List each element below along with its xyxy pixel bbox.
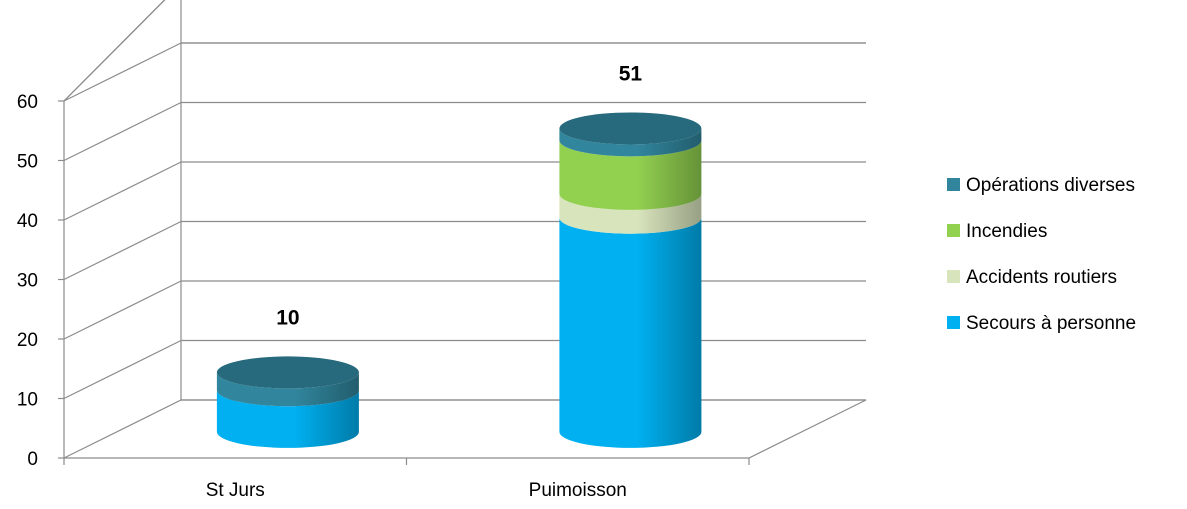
x-tick-label: Puimoisson — [529, 480, 627, 501]
x-tick-label: St Jurs — [206, 480, 265, 501]
bar-stack — [559, 112, 702, 448]
gridline-diagonal — [63, 161, 182, 221]
plot-area — [216, 112, 702, 448]
gridline-diagonal — [63, 339, 182, 400]
y-tick-label: 60 — [17, 92, 38, 113]
bar-segment — [559, 193, 702, 234]
y-tick-label: 0 — [27, 449, 38, 470]
legend: Opérations diverses Incendies Accidents ro… — [947, 175, 1136, 334]
gridline-diagonal — [63, 101, 182, 162]
legend-swatch — [947, 178, 960, 191]
data-label-total: 51 — [619, 62, 643, 85]
data-label-total: 10 — [276, 306, 299, 329]
bar-segment — [216, 372, 359, 407]
y-tick-label: 30 — [17, 271, 38, 292]
legend-item: Accidents routiers — [947, 267, 1117, 288]
gridline-diagonal — [63, 220, 182, 281]
legend-item: Opérations diverses — [947, 175, 1135, 196]
legend-swatch — [947, 316, 960, 329]
gridline-diagonal — [63, 0, 166, 102]
bar-segment — [216, 390, 359, 448]
bar-segment — [559, 140, 702, 210]
bar-top-cap — [559, 112, 702, 145]
y-axis: 0 10 20 30 40 50 60 — [17, 92, 750, 470]
y-tick-label: 40 — [17, 211, 38, 232]
bar-segment — [559, 217, 702, 448]
legend-label: Secours à personne — [966, 313, 1136, 334]
bar-top-cap — [216, 356, 359, 389]
gridlines — [63, 0, 866, 401]
chart-floor — [63, 399, 867, 459]
legend-item: Incendies — [947, 221, 1047, 242]
x-axis: St Jurs Puimoisson — [206, 480, 627, 501]
legend-label: Opérations diverses — [966, 175, 1135, 196]
gridline-diagonal — [63, 0, 166, 102]
gridline-diagonal — [63, 42, 182, 102]
legend-label: Accidents routiers — [966, 267, 1117, 288]
y-tick-label: 50 — [17, 152, 38, 173]
legend-item: Secours à personne — [947, 313, 1136, 334]
legend-swatch — [947, 224, 960, 237]
legend-swatch — [947, 270, 960, 283]
y-tick-label: 10 — [17, 390, 38, 411]
bar-stack — [216, 356, 359, 448]
y-tick-label: 20 — [17, 330, 38, 351]
chart-walls — [63, 399, 867, 459]
legend-label: Incendies — [966, 221, 1047, 242]
bar-segment — [559, 128, 702, 157]
data-labels: 10 51 — [276, 62, 642, 329]
gridline-diagonal — [63, 280, 182, 340]
